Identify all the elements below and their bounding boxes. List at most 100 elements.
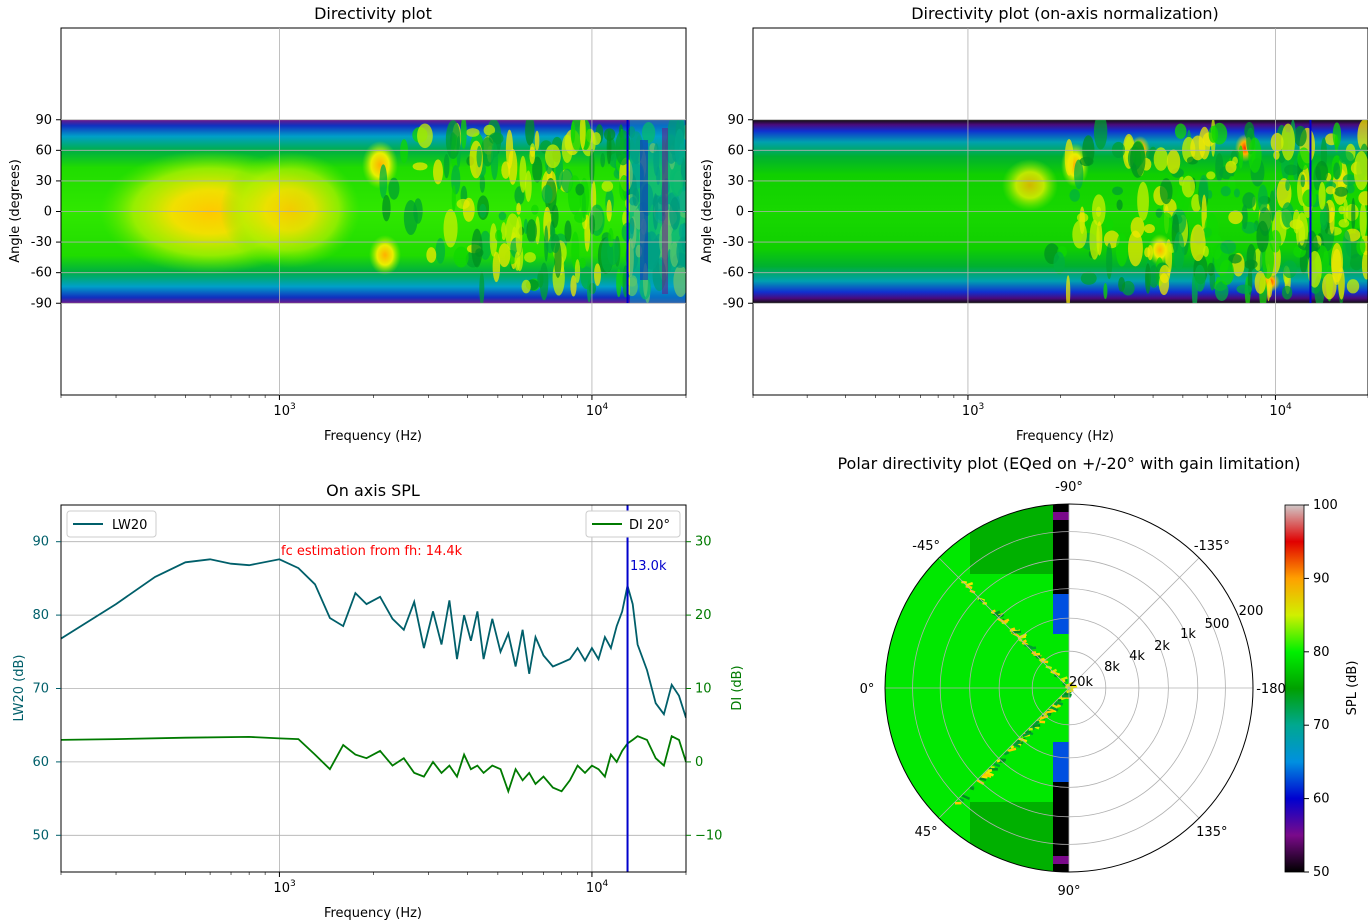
heatmap-cell — [570, 275, 577, 297]
heatmap-cell — [606, 130, 612, 165]
heatmap-cell — [498, 211, 507, 221]
directivity-heatmap — [61, 120, 686, 303]
heatmap-cell — [1343, 198, 1349, 223]
on-axis-ylabel-right: DI (dB) — [730, 665, 745, 710]
polar-angle-label: -45° — [912, 539, 940, 554]
y-tick-label: -30 — [31, 235, 52, 250]
heatmap-cell — [1181, 175, 1196, 198]
heatmap-cell — [426, 247, 437, 263]
heatmap-cell — [1232, 156, 1238, 165]
heatmap-cell — [516, 202, 522, 215]
directivity-normalized-plot: Directivity plot (on-axis normalization)… — [700, 4, 1368, 444]
polar-cell — [1045, 709, 1055, 715]
polar-cell — [1053, 782, 1069, 872]
y-tick-label: 90 — [35, 113, 52, 128]
heatmap-cell — [1342, 230, 1352, 270]
heatmap-cell — [433, 159, 443, 185]
y-tick-label: 30 — [727, 174, 744, 189]
polar-radial-label: 8k — [1104, 660, 1120, 675]
heatmap-cell — [1173, 231, 1185, 271]
heatmap-cell — [1346, 183, 1355, 194]
x-tick-label: 103 — [273, 402, 295, 419]
polar-cell — [1053, 856, 1069, 864]
heatmap-cell — [519, 155, 527, 193]
heatmap-cell — [570, 121, 576, 144]
x-tick-label: 104 — [1269, 402, 1292, 419]
polar-directivity-plot: Polar directivity plot (EQed on +/-20° w… — [837, 454, 1300, 899]
x-tick-label: 104 — [586, 402, 609, 419]
y-tick-label-left: 80 — [32, 608, 49, 623]
polar-cell — [985, 771, 990, 775]
heatmap-cell — [1153, 147, 1169, 171]
heatmap-cell — [1346, 279, 1360, 294]
directivity-xlabel: Frequency (Hz) — [324, 429, 422, 444]
heatmap-cell — [505, 129, 514, 170]
heatmap-cell — [1064, 139, 1074, 176]
heatmap-cell — [1215, 153, 1224, 182]
polar-angle-label: -90° — [1055, 480, 1083, 495]
heatmap-cell — [1137, 181, 1149, 221]
heatmap-cell — [544, 144, 561, 169]
polar-angle-label: -180 — [1256, 682, 1286, 697]
polar-angle-gridline — [1068, 687, 1200, 819]
heatmap-cell — [579, 257, 586, 269]
heatmap-cell — [1284, 164, 1299, 176]
heatmap-cell — [608, 228, 614, 248]
heatmap-cell — [1248, 137, 1262, 173]
polar-cell — [1053, 673, 1058, 678]
heatmap-cell — [521, 279, 531, 294]
heatmap-cell — [1103, 282, 1108, 300]
heatmap-cell — [529, 146, 536, 165]
y-tick-label: 0 — [44, 205, 52, 220]
heatmap-cell — [1319, 205, 1328, 231]
heatmap-cell — [435, 238, 446, 264]
heatmap-cell — [1257, 184, 1268, 214]
heatmap-cell — [1130, 141, 1146, 178]
heatmap-cell — [388, 177, 400, 200]
heatmap-cell — [1342, 174, 1357, 186]
heatmap-cell — [1349, 253, 1364, 271]
heatmap-cell — [1116, 199, 1123, 211]
polar-cell — [1057, 698, 1062, 702]
heatmap-cell — [600, 152, 606, 168]
heatmap-cell — [541, 184, 553, 204]
heatmap-cell — [1065, 275, 1071, 303]
polar-angle-gridline — [938, 557, 1070, 689]
spl-colorbar: 100 90 80 70 60 50 SPL (dB) — [1284, 498, 1360, 880]
polar-cell — [1034, 722, 1039, 726]
heatmap-cell — [1292, 209, 1301, 234]
y-tick-label: -90 — [723, 296, 744, 311]
di-legend: DI 20° — [585, 510, 681, 538]
polar-cell — [1055, 701, 1064, 706]
heatmap-cell — [489, 223, 498, 257]
heatmap-cell — [1176, 185, 1185, 211]
polar-cell — [1028, 727, 1033, 731]
heatmap-cell — [1214, 281, 1229, 301]
heatmap-cell — [1074, 159, 1084, 190]
heatmap-cell — [1318, 181, 1326, 210]
polar-radial-label: 500 — [1205, 617, 1230, 632]
heatmap-cell — [1297, 147, 1311, 170]
heatmap-cell — [601, 180, 614, 192]
heatmap-cell — [1236, 284, 1253, 294]
polar-radial-label: 20k — [1069, 675, 1094, 690]
heatmap-cell — [1118, 276, 1126, 292]
heatmap-cell — [564, 220, 572, 243]
heatmap-cell — [1228, 210, 1243, 225]
polar-cell — [979, 777, 987, 782]
polar-cell — [1053, 702, 1058, 706]
heatmap-cell — [492, 251, 501, 283]
heatmap-cell — [1334, 134, 1339, 153]
heatmap-cell — [524, 170, 532, 202]
heatmap-cell — [1238, 145, 1244, 169]
heatmap-cell — [1053, 251, 1065, 275]
polar-angle-label: 135° — [1196, 825, 1227, 840]
heatmap-cell — [1270, 132, 1284, 153]
polar-cell — [990, 610, 995, 615]
heatmap-cell — [451, 184, 456, 212]
on-axis-title: On axis SPL — [326, 481, 420, 500]
colorbar-tick-label: 90 — [1313, 571, 1330, 586]
heatmap-cell — [462, 197, 475, 222]
x-tick-label: 103 — [273, 879, 295, 896]
heatmap-cell — [488, 132, 504, 145]
